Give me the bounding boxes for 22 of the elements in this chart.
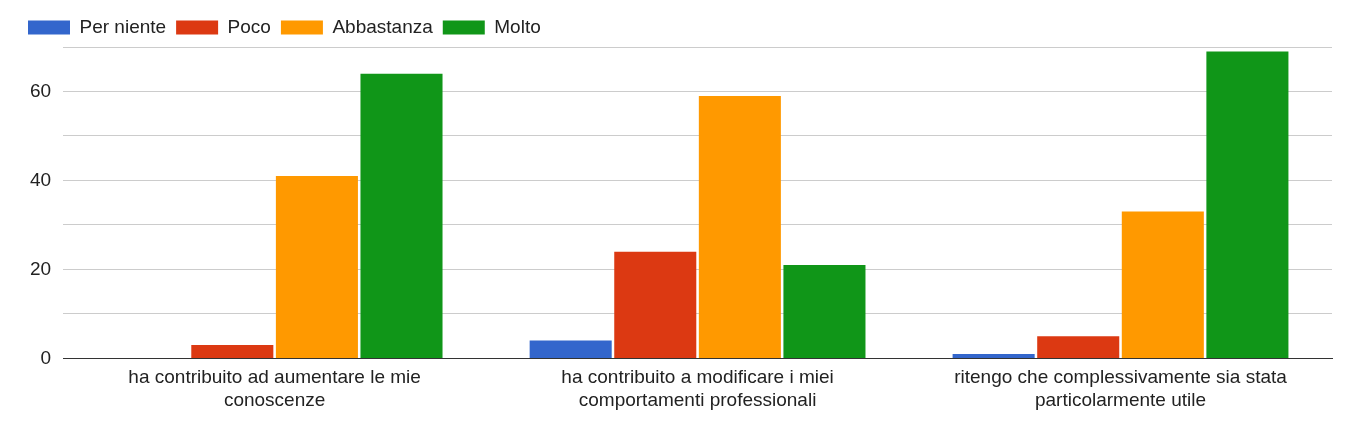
bar	[1121, 211, 1204, 358]
legend-label: Molto	[494, 15, 541, 37]
bar	[1037, 336, 1120, 358]
legend-label: Poco	[227, 15, 271, 37]
y-tick-label: 60	[29, 79, 52, 101]
legend-label: Abbastanza	[332, 15, 434, 37]
x-tick-label: ha contribuito ad aumentare le mie conoscenze	[128, 366, 421, 410]
y-tick-label: 0	[40, 346, 52, 368]
bar	[360, 73, 443, 358]
x-tick-label: ritengo che complessivamente sia stata particolarmente utile	[954, 366, 1288, 410]
y-tick-label: 40	[29, 168, 52, 190]
bar	[275, 176, 358, 358]
bar	[952, 353, 1035, 358]
bar	[529, 340, 612, 358]
bar	[783, 264, 866, 358]
bar	[191, 345, 274, 358]
legend-label: Per niente	[79, 15, 167, 37]
y-tick-label: 20	[29, 257, 52, 279]
bar	[614, 251, 697, 358]
x-tick-label: ha contribuito a modificare i miei comportamenti professionali	[561, 366, 834, 410]
bar	[1206, 51, 1289, 358]
bar	[698, 95, 781, 358]
